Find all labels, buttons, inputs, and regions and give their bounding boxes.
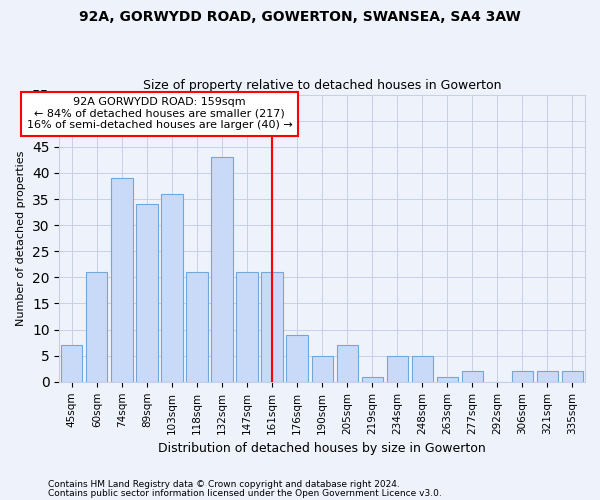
Bar: [311, 356, 333, 382]
Bar: [136, 204, 158, 382]
Text: 92A GORWYDD ROAD: 159sqm
← 84% of detached houses are smaller (217)
16% of semi-: 92A GORWYDD ROAD: 159sqm ← 84% of detach…: [26, 97, 292, 130]
Bar: [211, 157, 233, 382]
Bar: [462, 372, 483, 382]
Bar: [262, 272, 283, 382]
Bar: [562, 372, 583, 382]
X-axis label: Distribution of detached houses by size in Gowerton: Distribution of detached houses by size …: [158, 442, 486, 455]
Text: Contains public sector information licensed under the Open Government Licence v3: Contains public sector information licen…: [48, 490, 442, 498]
Text: 92A, GORWYDD ROAD, GOWERTON, SWANSEA, SA4 3AW: 92A, GORWYDD ROAD, GOWERTON, SWANSEA, SA…: [79, 10, 521, 24]
Bar: [512, 372, 533, 382]
Bar: [187, 272, 208, 382]
Bar: [362, 376, 383, 382]
Bar: [537, 372, 558, 382]
Bar: [286, 335, 308, 382]
Text: Contains HM Land Registry data © Crown copyright and database right 2024.: Contains HM Land Registry data © Crown c…: [48, 480, 400, 489]
Bar: [61, 346, 82, 382]
Bar: [111, 178, 133, 382]
Bar: [337, 346, 358, 382]
Y-axis label: Number of detached properties: Number of detached properties: [16, 150, 26, 326]
Bar: [437, 376, 458, 382]
Bar: [386, 356, 408, 382]
Bar: [86, 272, 107, 382]
Bar: [412, 356, 433, 382]
Bar: [236, 272, 257, 382]
Bar: [161, 194, 182, 382]
Title: Size of property relative to detached houses in Gowerton: Size of property relative to detached ho…: [143, 79, 502, 92]
